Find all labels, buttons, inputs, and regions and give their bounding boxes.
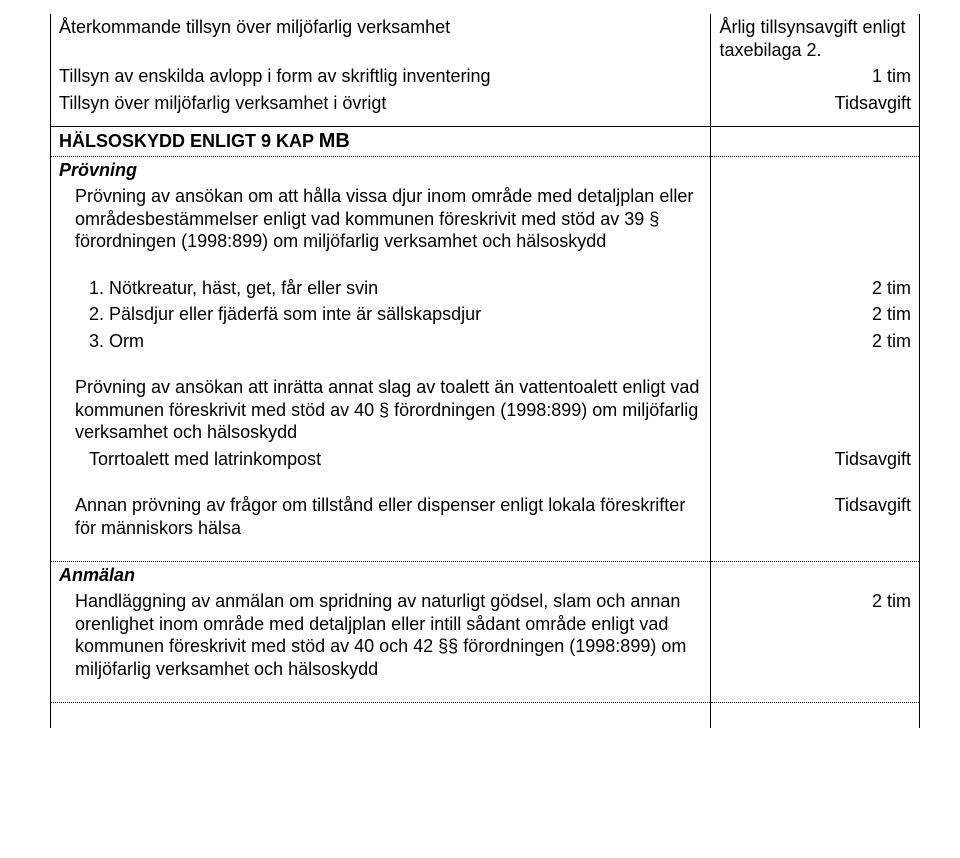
paragraph: Handläggning av anmälan om spridning av … — [51, 588, 711, 682]
paragraph: Prövning av ansökan om att hålla vissa d… — [51, 183, 711, 255]
subheading: Anmälan — [51, 561, 711, 588]
list-item: 3. Orm 2 tim — [51, 328, 920, 355]
cell-right: 1 tim — [711, 63, 920, 90]
cell-right-empty — [711, 374, 920, 446]
table-row: Annan prövning av frågor om tillstånd el… — [51, 492, 920, 541]
section-heading-row: HÄLSOSKYDD ENLIGT 9 KAP MB — [51, 126, 920, 156]
trailing-divider — [51, 702, 920, 728]
list-item-value: 2 tim — [711, 328, 920, 355]
cell-left: Tillsyn över miljöfarlig verksamhet i öv… — [51, 90, 711, 117]
cell-right: Tidsavgift — [711, 492, 920, 541]
list-item: 1. Nötkreatur, häst, get, får eller svin… — [51, 275, 920, 302]
cell-left: Återkommande tillsyn över miljöfarlig ve… — [51, 14, 711, 63]
cell-right: Tidsavgift — [711, 90, 920, 117]
list-item: 2. Pälsdjur eller fjäderfä som inte är s… — [51, 301, 920, 328]
table-row: Handläggning av anmälan om spridning av … — [51, 588, 920, 682]
cell-right-empty — [711, 561, 920, 588]
table-row: Torrtoalett med latrinkompost Tidsavgift — [51, 446, 920, 473]
table-row: Prövning av ansökan att inrätta annat sl… — [51, 374, 920, 446]
section-heading: HÄLSOSKYDD ENLIGT 9 KAP MB — [51, 126, 711, 156]
list-item-value: 2 tim — [711, 275, 920, 302]
paragraph: Annan prövning av frågor om tillstånd el… — [51, 492, 711, 541]
table-row: Prövning av ansökan om att hålla vissa d… — [51, 183, 920, 255]
cell-right-empty — [711, 183, 920, 255]
list-item-value: 2 tim — [711, 301, 920, 328]
cell-left: Tillsyn av enskilda avlopp i form av skr… — [51, 63, 711, 90]
cell-right: 2 tim — [711, 588, 920, 682]
sub-item-label: Torrtoalett med latrinkompost — [51, 446, 711, 473]
list-item-label: 2. Pälsdjur eller fjäderfä som inte är s… — [51, 301, 711, 328]
paragraph: Prövning av ansökan att inrätta annat sl… — [51, 374, 711, 446]
table-row: Tillsyn av enskilda avlopp i form av skr… — [51, 63, 920, 90]
section-heading-b: MB — [319, 130, 350, 152]
subheading-row: Anmälan — [51, 561, 920, 588]
table-row: Återkommande tillsyn över miljöfarlig ve… — [51, 14, 920, 63]
cell-right-empty — [711, 126, 920, 156]
section-heading-a: HÄLSOSKYDD ENLIGT 9 KAP — [59, 131, 314, 151]
cell-right: Årlig tillsynsavgift enligt taxebilaga 2… — [711, 14, 920, 63]
table-row: Tillsyn över miljöfarlig verksamhet i öv… — [51, 90, 920, 117]
list-item-label: 1. Nötkreatur, häst, get, får eller svin — [51, 275, 711, 302]
subheading: Prövning — [51, 156, 711, 183]
subheading-row: Prövning — [51, 156, 920, 183]
sub-item-value: Tidsavgift — [711, 446, 920, 473]
list-item-label: 3. Orm — [51, 328, 711, 355]
cell-right-empty — [711, 156, 920, 183]
